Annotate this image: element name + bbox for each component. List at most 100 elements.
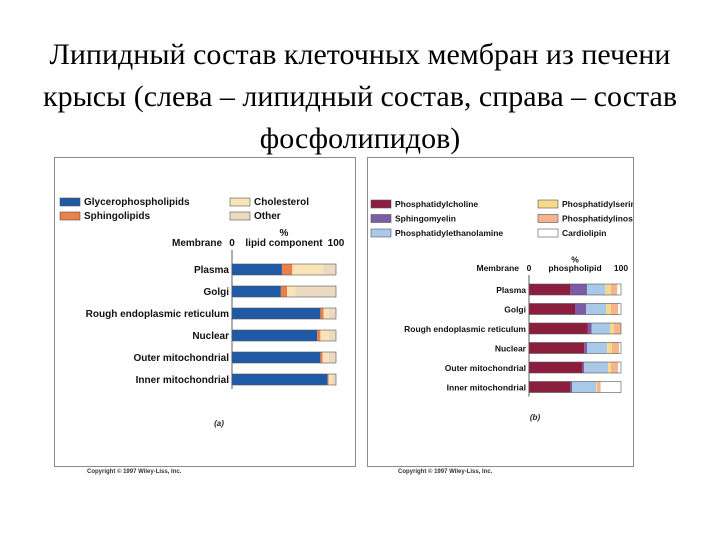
chart-panel-lipid-composition: Glycerophospholipids Sphingolipids Cholest…: [54, 157, 356, 467]
bar-outline-nuclear: [231, 329, 337, 342]
bar-segment-inner-mitochondrial-phosphatidylcholine: [529, 381, 571, 393]
bar-segment-nuclear-phosphatidylcholine: [529, 342, 585, 354]
axis-tick-label-min: 0: [527, 263, 532, 273]
axis-tick-label-max: 100: [614, 263, 628, 273]
legend-swatch-sphingomyelin: [370, 214, 392, 223]
axis-title-line2: phospholipid: [548, 263, 601, 273]
bar-segment-nuclear-phosphatidylserine: [607, 342, 612, 354]
category-label-inner-mitochondrial: Inner mitochondrial: [136, 375, 230, 386]
copyright-note-b: Copyright © 1997 Wiley-Liss, Inc.: [398, 469, 493, 475]
legend-label-phosphatidylserine: Phosphatidylserine: [562, 199, 633, 209]
category-label-plasma: Plasma: [496, 285, 526, 295]
bar-segment-nuclear-phosphatidylethanolamine: [586, 342, 608, 354]
legend-label-phosphatidylcholine: Phosphatidylcholine: [395, 199, 478, 209]
bar-segment-inner-mitochondrial-phosphatidylinositol: [597, 381, 601, 393]
bar-segment-plasma-phosphatidylserine: [605, 284, 611, 295]
bar-outline-nuclear: [528, 342, 622, 354]
bar-outline-plasma: [528, 283, 622, 296]
bar-segment-rough-endoplasmic-reticulum-cholesterol: [323, 308, 329, 319]
bar-segment-inner-mitochondrial-glycerophospholipids: [232, 374, 328, 385]
bar-segment-golgi-glycerophospholipids: [232, 286, 281, 297]
bar-segment-inner-mitochondrial-phosphatidylethanolamine: [572, 381, 597, 393]
category-label-inner-mitochondrial: Inner mitochondrial: [447, 383, 526, 393]
bar-segment-golgi-cholesterol: [287, 286, 296, 297]
legend-label-phosphatidylinositol: Phosphatidylinositol: [562, 214, 633, 224]
axis-tick-label-min: 0: [229, 238, 235, 249]
legend-swatch-glycerophospholipids: [59, 197, 81, 207]
legend-label-cholesterol: Cholesterol: [254, 197, 309, 208]
bar-segment-plasma-other: [323, 264, 336, 275]
legend-label-glycerophospholipids: Glycerophospholipids: [84, 197, 190, 208]
chart-panel-phospholipid-composition: Phosphatidylcholine Sphingomyelin Phosphat…: [367, 157, 646, 467]
bar-segment-nuclear-cholesterol: [320, 330, 329, 341]
bar-segment-plasma-phosphatidylethanolamine: [586, 284, 606, 295]
category-label-outer-mitochondrial: Outer mitochondrial: [133, 353, 229, 364]
chart-phospholipid-composition: Phosphatidylcholine Sphingomyelin Phosphat…: [370, 199, 646, 422]
bar-segment-plasma-sphingolipids: [281, 264, 293, 275]
bar-segment-outer-mitochondrial-phosphatidylinositol: [610, 362, 619, 373]
category-label-nuclear: Nuclear: [192, 331, 229, 342]
category-header: Membrane: [172, 238, 222, 249]
bar-segment-nuclear-glycerophospholipids: [232, 330, 318, 341]
legend-swatch-phosphatidylethanolamine: [370, 228, 392, 238]
bar-segment-plasma-phosphatidylinositol: [610, 284, 618, 295]
bar-segment-nuclear-phosphatidylinositol: [611, 342, 620, 354]
category-label-plasma: Plasma: [194, 265, 229, 276]
legend-label-sphingomyelin: Sphingomyelin: [395, 214, 456, 224]
bar-segment-golgi-phosphatidylserine: [606, 303, 611, 315]
bar-segment-inner-mitochondrial-cardiolipin: [600, 381, 621, 393]
bar-segment-outer-mitochondrial-cholesterol: [322, 352, 329, 363]
bar-segment-golgi-other: [295, 286, 336, 297]
bar-segment-inner-mitochondrial-phosphatidylserine: [596, 381, 598, 393]
bar-outline-golgi: [528, 303, 622, 315]
axis-tick-label-max: 100: [328, 238, 345, 249]
bar-outline-inner-mitochondrial: [528, 381, 622, 393]
bar-segment-inner-mitochondrial-sphingolipids: [327, 374, 329, 385]
category-header: Membrane: [476, 263, 519, 273]
bar-segment-plasma-glycerophospholipids: [232, 264, 282, 275]
bar-segment-rough-endoplasmic-reticulum-phosphatidylinositol: [613, 323, 621, 334]
bar-segment-nuclear-sphingomyelin: [584, 342, 587, 354]
bar-segment-plasma-cardiolipin: [617, 284, 621, 295]
bar-outline-outer-mitochondrial: [528, 361, 622, 374]
bar-segment-rough-endoplasmic-reticulum-sphingomyelin: [587, 323, 592, 334]
bar-segment-outer-mitochondrial-phosphatidylserine: [608, 362, 611, 373]
legend-swatch-cholesterol: [229, 197, 251, 207]
bar-segment-golgi-sphingomyelin: [575, 303, 587, 315]
bar-segment-nuclear-other: [328, 330, 336, 341]
bar-outline-outer-mitochondrial: [231, 351, 337, 364]
legend-swatch-cardiolipin: [537, 228, 559, 238]
legend-label-other: Other: [254, 211, 281, 222]
bar-outline-inner-mitochondrial: [231, 373, 337, 386]
bar-segment-outer-mitochondrial-cardiolipin: [618, 362, 621, 373]
bar-segment-outer-mitochondrial-sphingolipids: [320, 352, 323, 363]
bar-segment-outer-mitochondrial-other: [328, 352, 336, 363]
bar-segment-plasma-sphingomyelin: [570, 284, 587, 295]
legend-swatch-phosphatidylinositol: [537, 214, 559, 223]
legend-swatch-phosphatidylcholine: [370, 199, 392, 209]
bar-segment-outer-mitochondrial-phosphatidylcholine: [529, 362, 583, 373]
category-label-outer-mitochondrial: Outer mitochondrial: [445, 363, 526, 373]
chart-lipid-composition: Glycerophospholipids Sphingolipids Cholest…: [59, 197, 345, 428]
bar-segment-rough-endoplasmic-reticulum-phosphatidylserine: [609, 323, 614, 334]
bar-segment-nuclear-sphingolipids: [317, 330, 321, 341]
axis-title-line1: %: [280, 228, 289, 239]
category-label-rough-endoplasmic-reticulum: Rough endoplasmic reticulum: [86, 309, 229, 320]
bar-segment-golgi-phosphatidylinositol: [610, 303, 619, 315]
bar-outline-plasma: [231, 263, 337, 276]
panel-label: (a): [214, 419, 224, 428]
bar-segment-nuclear-cardiolipin: [619, 342, 621, 354]
bar-segment-inner-mitochondrial-sphingomyelin: [570, 381, 573, 393]
category-label-rough-endoplasmic-reticulum: Rough endoplasmic reticulum: [404, 324, 526, 334]
legend-label-phosphatidylethanolamine: Phosphatidylethanolamine: [395, 228, 503, 238]
bar-segment-golgi-phosphatidylethanolamine: [586, 303, 607, 315]
category-label-golgi: Golgi: [504, 305, 526, 315]
legend-swatch-sphingolipids: [59, 211, 81, 221]
bar-segment-outer-mitochondrial-glycerophospholipids: [232, 352, 321, 363]
legend-swatch-other: [229, 211, 251, 221]
slide-title: Липидный состав клеточных мембран из печ…: [43, 38, 677, 155]
bar-segment-golgi-phosphatidylcholine: [529, 303, 575, 315]
legend-swatch-phosphatidylserine: [537, 199, 559, 209]
bar-segment-rough-endoplasmic-reticulum-other: [328, 308, 336, 319]
category-label-nuclear: Nuclear: [495, 344, 527, 354]
